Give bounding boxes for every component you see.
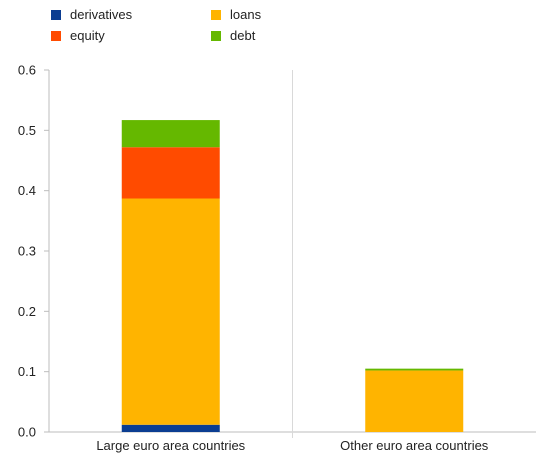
y-tick-label: 0.6: [18, 63, 36, 78]
bar-segment-derivatives: [121, 424, 220, 432]
bar-segment-loans: [121, 198, 220, 425]
legend-swatch-equity: [51, 31, 61, 41]
legend-swatch-loans: [211, 10, 221, 20]
bars: [121, 120, 464, 432]
y-tick-label: 0.0: [18, 425, 36, 440]
axes: 0.0 0.1 0.2 0.3 0.4 0.5 0.6 Large euro area cou…: [18, 63, 536, 453]
y-tick-label: 0.1: [18, 364, 36, 379]
y-tick-label: 0.5: [18, 123, 36, 138]
legend-label-derivatives: derivatives: [70, 7, 133, 22]
x-tick-label: Other euro area countries: [340, 438, 489, 453]
bar-segment-equity: [121, 147, 220, 199]
legend-label-loans: loans: [230, 7, 262, 22]
x-tick-label: Large euro area countries: [96, 438, 245, 453]
bar-segment-debt: [365, 368, 464, 371]
y-tick-label: 0.3: [18, 244, 36, 259]
legend-label-equity: equity: [70, 28, 105, 43]
y-tick-label: 0.2: [18, 304, 36, 319]
bar-segment-debt: [121, 120, 220, 148]
bar-segment-loans: [365, 370, 464, 432]
legend-swatch-derivatives: [51, 10, 61, 20]
y-tick-label: 0.4: [18, 183, 36, 198]
legend-swatch-debt: [211, 31, 221, 41]
legend-label-debt: debt: [230, 28, 256, 43]
legend: derivatives loans equity debt: [51, 7, 262, 43]
